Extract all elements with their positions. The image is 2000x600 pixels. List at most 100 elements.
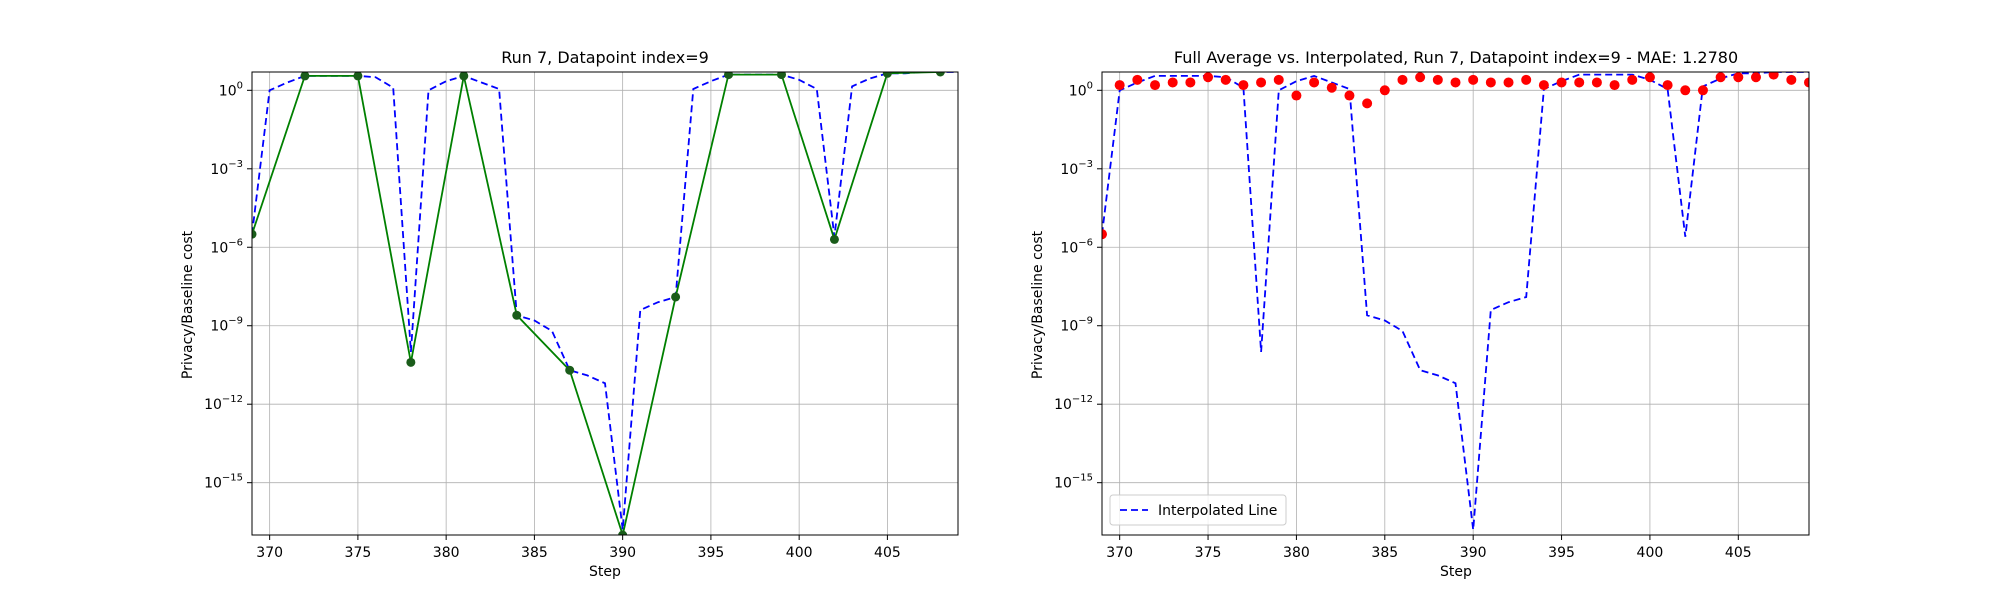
- x-tick-label: 370: [256, 545, 283, 561]
- data-point: [1574, 77, 1585, 88]
- chart-panel-left: Run 7, Datapoint index=9 Step Privacy/Ba…: [180, 48, 959, 580]
- data-point: [1556, 77, 1567, 88]
- data-point: [1362, 98, 1373, 109]
- y-tick-label: 10−3: [210, 159, 243, 178]
- data-point: [1468, 74, 1479, 85]
- data-point: [1644, 72, 1655, 83]
- data-point: [1132, 74, 1143, 85]
- data-point: [1167, 77, 1178, 88]
- y-tick-label: 100: [219, 80, 243, 99]
- y-tick-label: 10−15: [1054, 473, 1093, 492]
- x-tick-label: 385: [1371, 545, 1398, 561]
- data-point: [1786, 74, 1797, 85]
- series-line-sampled: [252, 72, 941, 535]
- chart-title: Full Average vs. Interpolated, Run 7, Da…: [1174, 48, 1738, 67]
- data-layer: [1102, 72, 1809, 530]
- x-tick-label: 375: [1195, 545, 1222, 561]
- data-point: [1344, 90, 1355, 101]
- data-point: [1291, 90, 1302, 101]
- data-point: [829, 234, 839, 244]
- x-axis-label: Step: [1440, 564, 1472, 580]
- data-point: [1503, 77, 1514, 88]
- x-tick-label: 380: [433, 545, 460, 561]
- data-point: [1326, 82, 1337, 93]
- series-line-interpolated: [252, 72, 958, 530]
- chart-title: Run 7, Datapoint index=9: [501, 48, 709, 67]
- data-point: [777, 72, 786, 80]
- series-line-interpolated: [1102, 72, 1809, 530]
- data-point: [1715, 72, 1726, 83]
- data-point: [1697, 85, 1708, 96]
- y-axis-label: Privacy/Baseline cost: [180, 230, 196, 379]
- x-tick-label: 390: [609, 545, 636, 561]
- data-point: [1609, 80, 1620, 91]
- data-point: [1415, 72, 1426, 83]
- y-tick-label: 100: [1069, 80, 1093, 99]
- x-tick-label: 390: [1460, 545, 1487, 561]
- y-tick-label: 10−12: [204, 394, 243, 413]
- y-tick-label: 10−12: [1054, 394, 1093, 413]
- x-tick-label: 405: [874, 545, 901, 561]
- legend: Interpolated Line: [1109, 494, 1287, 526]
- data-point: [1273, 74, 1284, 85]
- x-tick-label: 385: [521, 545, 548, 561]
- data-point: [1591, 77, 1602, 88]
- data-point: [1102, 229, 1107, 240]
- data-point: [1680, 85, 1691, 96]
- data-point: [353, 72, 363, 81]
- data-point: [1804, 77, 1809, 88]
- x-tick-label: 370: [1106, 545, 1133, 561]
- data-point: [300, 72, 310, 81]
- data-point: [1768, 72, 1779, 80]
- data-point: [1114, 80, 1125, 91]
- data-layer: [252, 72, 958, 535]
- data-point: [1750, 72, 1761, 83]
- data-point: [459, 72, 469, 81]
- data-point: [724, 72, 734, 80]
- x-tick-label: 400: [786, 545, 813, 561]
- data-point: [1432, 74, 1443, 85]
- x-axis-label: Step: [589, 564, 621, 580]
- legend-box: [1109, 494, 1287, 526]
- data-point: [1521, 74, 1532, 85]
- x-tick-label: 400: [1637, 545, 1664, 561]
- data-point: [1662, 80, 1673, 91]
- y-tick-label: 10−6: [210, 237, 243, 256]
- data-point: [1203, 72, 1214, 83]
- data-point: [1733, 72, 1744, 83]
- x-tick-label: 395: [1548, 545, 1575, 561]
- legend-label: Interpolated Line: [1158, 503, 1277, 519]
- data-point: [1627, 74, 1638, 85]
- data-point: [1256, 77, 1267, 88]
- data-point: [1379, 85, 1390, 96]
- data-point: [565, 365, 575, 375]
- y-tick-label: 10−15: [204, 473, 243, 492]
- x-tick-label: 380: [1283, 545, 1310, 561]
- y-tick-label: 10−9: [1060, 316, 1093, 335]
- data-point: [406, 357, 416, 367]
- data-point: [1485, 77, 1496, 88]
- data-point: [1150, 80, 1161, 91]
- data-point: [618, 530, 628, 535]
- x-tick-label: 405: [1725, 545, 1752, 561]
- data-point: [1538, 80, 1549, 91]
- data-point: [1185, 77, 1196, 88]
- data-point: [935, 72, 945, 77]
- y-axis-label: Privacy/Baseline cost: [1030, 230, 1046, 379]
- data-point: [671, 292, 681, 302]
- data-point: [512, 310, 522, 320]
- y-tick-label: 10−6: [1060, 237, 1093, 256]
- y-tick-label: 10−9: [210, 316, 243, 335]
- data-point: [1397, 74, 1408, 85]
- data-point: [882, 72, 892, 78]
- x-tick-label: 395: [698, 545, 725, 561]
- data-point: [1220, 74, 1231, 85]
- plot-frame: [1101, 71, 1810, 536]
- chart-panel-right: Full Average vs. Interpolated, Run 7, Da…: [1030, 48, 1810, 580]
- x-tick-label: 375: [345, 545, 372, 561]
- data-point: [252, 229, 257, 239]
- y-tick-label: 10−3: [1060, 159, 1093, 178]
- data-point: [1309, 77, 1320, 88]
- data-point: [1450, 77, 1461, 88]
